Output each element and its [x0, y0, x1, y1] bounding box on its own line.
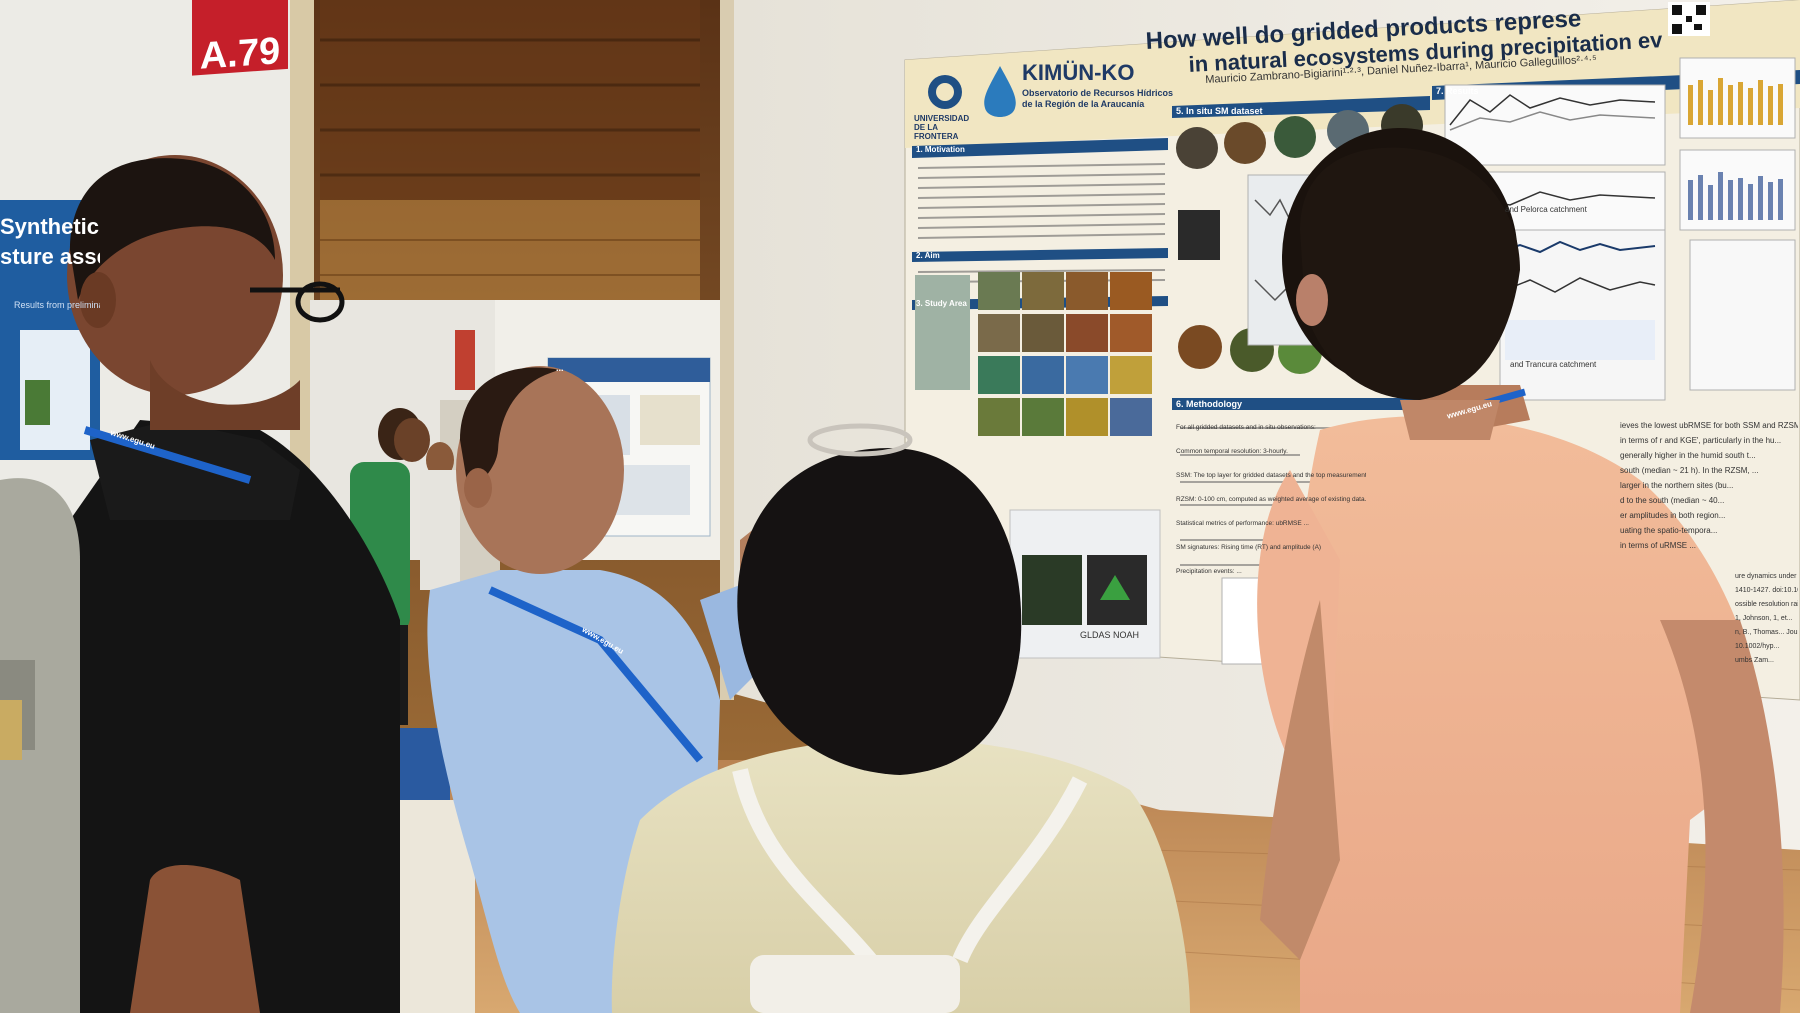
- back-poster-title: ...: [556, 363, 564, 373]
- results-text: ieves the lowest ubRMSE for both SSM and…: [1620, 418, 1798, 553]
- results-line: south (median ~ 21 h). In the RZSM, ...: [1620, 466, 1759, 475]
- study-area-map: [915, 275, 970, 390]
- methodology-line: Common temporal resolution: 3-hourly.: [1176, 448, 1288, 455]
- section-results: 7. Results: [1436, 86, 1479, 96]
- results-line: generally higher in the humid south t...: [1620, 451, 1756, 460]
- section-methodology: 6. Methodology: [1176, 399, 1242, 409]
- water-drop-logo: [984, 66, 1016, 117]
- kimunko-subtitle-2: de la Región de la Araucanía: [1022, 99, 1145, 109]
- results-line: larger in the northern sites (bu...: [1620, 481, 1734, 490]
- left-poster-title-1: Synthetic Ap: [0, 214, 100, 239]
- left-poster-title-2: sture asses: [0, 244, 100, 269]
- section-in-situ: 5. In situ SM dataset: [1176, 106, 1263, 116]
- methodology-line: RZSM: 0-100 cm, computed as weighted ave…: [1176, 496, 1366, 503]
- methodology-line: Statistical metrics of performance: ubRM…: [1176, 520, 1309, 527]
- catchment-label-2: and Trancura catchment: [1510, 360, 1597, 369]
- booth-sign-bg: [192, 0, 288, 76]
- kimunko-subtitle-1: Observatorio de Recursos Hídricos: [1022, 88, 1174, 98]
- person-woman: [611, 423, 1190, 1013]
- methodology-line: SM signatures: Rising time (RT) and ampl…: [1176, 544, 1322, 551]
- qr-code: [1668, 2, 1710, 36]
- gldas-label: GLDAS NOAH: [1080, 630, 1140, 640]
- kimunko-logo-text: KIMÜN-KO: [1022, 60, 1135, 85]
- reference-line: 10.1002/hyp...: [1735, 643, 1780, 650]
- methodology-line: SSM: The top layer for gridded datasets …: [1176, 472, 1366, 479]
- results-charts: [1444, 57, 1796, 401]
- reference-line: ossible resolution rainfa...: [1735, 601, 1798, 608]
- left-poster-subheading: Results from preliminary...: [14, 300, 100, 310]
- reference-line: umbs Zam...: [1735, 657, 1774, 664]
- results-line: in terms of uRMSE ...: [1620, 541, 1697, 550]
- references-text: ure dynamics under c... 1410-1427. doi:1…: [1735, 570, 1798, 668]
- results-line: er amplitudes in both region...: [1620, 511, 1726, 520]
- results-line: d to the south (median ~ 40...: [1620, 496, 1725, 505]
- methodology-text: For all gridded datasets and in situ obs…: [1176, 416, 1366, 596]
- reference-line: n, B., Thomas... Journa...: [1735, 629, 1798, 636]
- study-area-grid: [978, 272, 1152, 436]
- ufro-label: UNIVERSIDAD DE LA FRONTERA: [914, 114, 970, 141]
- methodology-line: Precipitation events: ...: [1176, 568, 1242, 575]
- results-line: in terms of r and KGE', particularly in …: [1620, 436, 1782, 445]
- reference-line: 1410-1427. doi:10.10...: [1735, 587, 1798, 594]
- results-line: ieves the lowest ubRMSE for both SSM and…: [1620, 421, 1798, 430]
- person-right: [1257, 128, 1784, 1013]
- results-line: uating the spatio-tempora...: [1620, 526, 1718, 535]
- wood-slats: [320, 0, 700, 310]
- section-study-area: 3. Study Area: [916, 299, 967, 308]
- in-situ-photos: [1176, 104, 1423, 374]
- person-left: [0, 155, 400, 1013]
- reference-line: 1, Johnson, 1, et...: [1735, 615, 1793, 622]
- section-aim: 2. Aim: [916, 251, 940, 260]
- reference-line: ure dynamics under c...: [1735, 573, 1798, 580]
- catchment-label-1: and Pelorca catchment: [1505, 205, 1587, 214]
- methodology-line: For all gridded datasets and in situ obs…: [1176, 424, 1316, 431]
- booth-sign: A.79: [199, 30, 281, 78]
- section-motivation: 1. Motivation: [916, 145, 965, 154]
